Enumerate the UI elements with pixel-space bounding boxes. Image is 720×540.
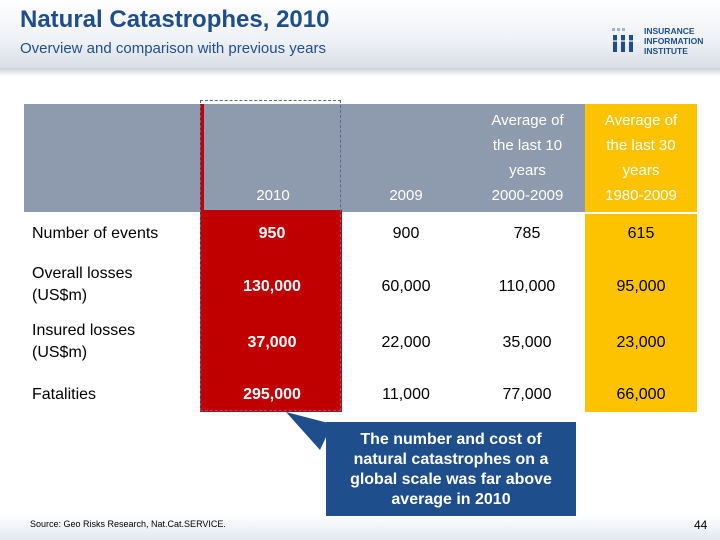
row-label-insured-losses: Insured losses (US$m) — [32, 320, 135, 364]
column-header-line: years — [509, 162, 546, 179]
column-2010-header-band — [204, 104, 342, 210]
table-cell: 95,000 — [616, 278, 666, 295]
column-header-line: years — [622, 162, 660, 179]
header-divider — [0, 68, 720, 76]
column-header-line: the last 30 — [606, 137, 676, 154]
table-cell: 60,000 — [381, 278, 431, 295]
callout-text: The number and cost of natural catastrop… — [350, 431, 552, 508]
column-30yr-highlight — [585, 214, 697, 412]
callout-pointer — [286, 412, 332, 450]
table-cell: 37,000 — [247, 334, 297, 351]
column-header-line: 2000-2009 — [491, 187, 564, 204]
page-subtitle: Overview and comparison with previous ye… — [20, 40, 326, 57]
row-label-overall-losses: Overall losses (US$m) — [32, 263, 132, 307]
row-label-line: Number of events — [32, 225, 159, 242]
column-header-2010: 2010 — [204, 104, 342, 212]
row-label-line: Fatalities — [32, 386, 97, 403]
table-cell: 295,000 — [243, 386, 301, 403]
table-cell: 785 — [513, 225, 541, 242]
title-bar: Natural Catastrophes, 2010 Overview and … — [0, 0, 720, 68]
table-cell: 950 — [258, 225, 286, 242]
table-cell: 77,000 — [502, 386, 552, 403]
table-cell: 66,000 — [616, 386, 666, 403]
column-header-label: 2010 — [256, 187, 290, 204]
column-header-10yr-average: Average of the last 10 years 2000-2009 — [470, 104, 585, 212]
table-cell: 35,000 — [502, 334, 552, 351]
column-header-30yr-average: Average of the last 30 years 1980-2009 — [585, 104, 697, 212]
column-header-line: Average of — [604, 112, 678, 129]
table-cell: 900 — [392, 225, 420, 242]
table-header-30yr-highlight — [585, 104, 697, 212]
row-label-line: Insured losses — [32, 322, 136, 339]
page-number: 44 — [694, 518, 708, 532]
row-label-line: Overall losses — [32, 265, 133, 282]
row-label-fatalities: Fatalities — [32, 384, 96, 406]
table-cell: 11,000 — [382, 386, 430, 403]
logo-text-line-2: INFORMATION — [644, 36, 704, 46]
row-label-number-of-events: Number of events — [32, 223, 158, 245]
row-label-line: (US$m) — [32, 287, 88, 304]
row-label-line: (US$m) — [32, 344, 88, 361]
table-cell: 23,000 — [616, 334, 666, 351]
column-2010-frame — [200, 100, 341, 411]
table-cell: 110,000 — [498, 278, 556, 295]
column-header-line: 1980-2009 — [605, 187, 677, 204]
logo-text-line-3: INSTITUTE — [644, 46, 688, 56]
table-cell: 22,000 — [381, 334, 431, 351]
logo-text: INSURANCE INFORMATION INSTITUTE — [644, 26, 703, 56]
iii-logo-icon — [612, 28, 640, 52]
column-header-label: 2009 — [389, 187, 423, 204]
iii-logo: INSURANCE INFORMATION INSTITUTE — [612, 24, 712, 58]
table-cell: 130,000 — [243, 278, 301, 295]
callout-box: The number and cost of natural catastrop… — [326, 422, 576, 516]
column-header-line: the last 10 — [492, 137, 563, 154]
column-header-2009: 2009 — [342, 104, 470, 212]
table-cell: 615 — [627, 225, 655, 242]
logo-text-line-1: INSURANCE — [644, 26, 695, 36]
page-title: Natural Catastrophes, 2010 — [20, 6, 330, 33]
source-note: Source: Geo Risks Research, Nat.Cat.SERV… — [30, 519, 226, 529]
column-header-line: Average of — [491, 112, 564, 129]
